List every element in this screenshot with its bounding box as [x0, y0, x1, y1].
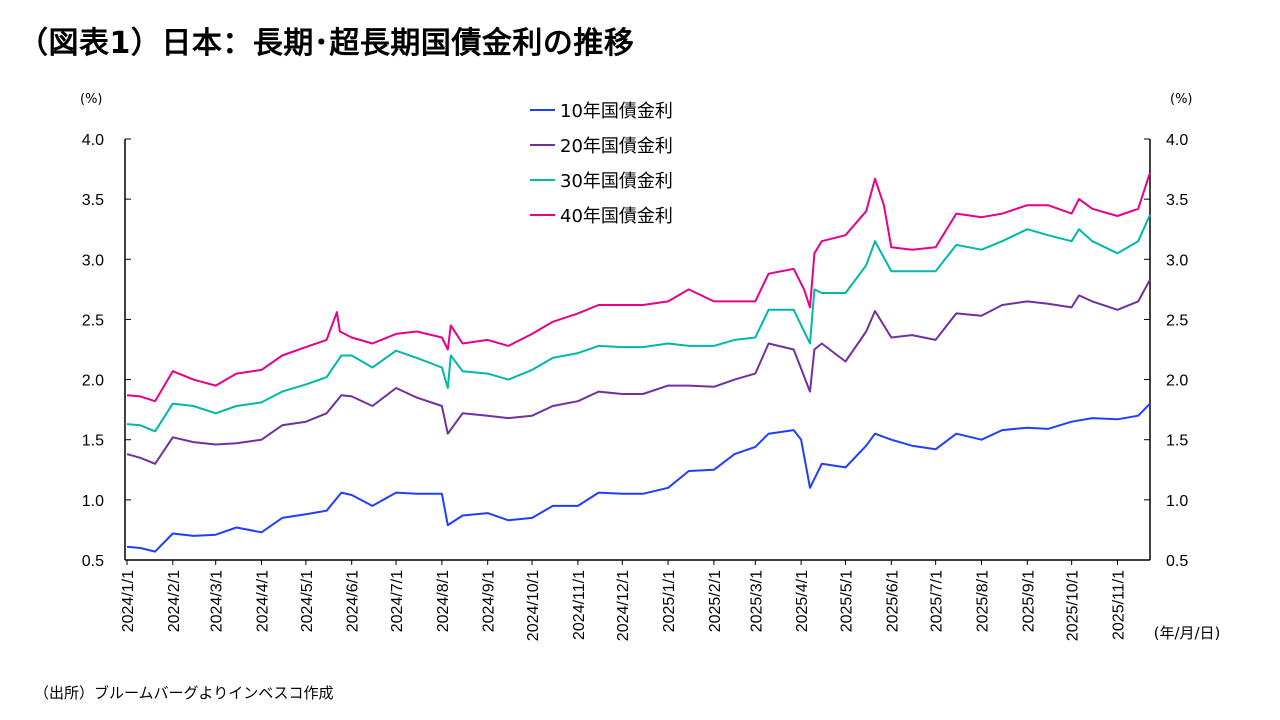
x-tick-label: 2025/8/1: [974, 570, 991, 632]
y-tick-label-left: 4.0: [82, 132, 104, 149]
x-tick-label: 2024/12/1: [615, 570, 632, 641]
y-tick-label-right: 4.0: [1166, 132, 1188, 149]
y-unit-right: (%): [1170, 92, 1193, 107]
y-tick-label-left: 0.5: [82, 553, 104, 570]
y-tick-label-right: 1.0: [1166, 493, 1188, 510]
source-note: （出所）ブルームバーグよりインベスコ作成: [34, 684, 334, 702]
series-line-2: [126, 279, 1151, 465]
x-tick-label: 2025/10/1: [1065, 570, 1082, 641]
series-line-1: [126, 402, 1151, 553]
y-tick-label-right: 3.0: [1166, 252, 1188, 269]
x-tick-label: 2024/5/1: [299, 570, 316, 632]
x-tick-label: 2024/1/1: [120, 570, 137, 632]
series-line-4: [126, 172, 1151, 403]
x-tick-label: 2024/2/1: [166, 570, 183, 632]
y-tick-label-left: 1.5: [82, 433, 104, 450]
y-tick-label-right: 2.5: [1166, 312, 1188, 329]
y-tick-label-left: 3.5: [82, 192, 104, 209]
y-tick-label-right: 0.5: [1166, 553, 1188, 570]
x-tick-label: 2024/7/1: [389, 570, 406, 632]
x-tick-label: 2024/9/1: [481, 570, 498, 632]
legend-label-2: 20年国債金利: [560, 136, 673, 157]
y-tick-label-right: 3.5: [1166, 192, 1188, 209]
y-unit-left: (%): [80, 92, 103, 107]
legend-label-4: 40年国債金利: [560, 206, 673, 227]
x-tick-label: 2024/4/1: [255, 570, 272, 632]
y-tick-label-left: 1.0: [82, 493, 104, 510]
series-line-3: [126, 214, 1151, 433]
legend-label-3: 30年国債金利: [560, 171, 673, 192]
x-tick-label: 2024/6/1: [345, 570, 362, 632]
chart-title: （図表1）日本：長期･超長期国債金利の推移: [18, 26, 635, 61]
x-tick-label: 2024/3/1: [209, 570, 226, 632]
x-tick-label: 2024/10/1: [525, 570, 542, 641]
y-tick-label-left: 3.0: [82, 252, 104, 269]
y-tick-label-right: 2.0: [1166, 373, 1188, 390]
y-tick-label-left: 2.0: [82, 373, 104, 390]
x-tick-label: 2025/5/1: [838, 570, 855, 632]
y-tick-label-right: 1.5: [1166, 433, 1188, 450]
x-tick-label: 2025/6/1: [884, 570, 901, 632]
x-tick-label: 2025/4/1: [794, 570, 811, 632]
x-tick-label: 2025/1/1: [661, 570, 678, 632]
legend-label-1: 10年国債金利: [560, 101, 673, 122]
y-tick-label-left: 2.5: [82, 312, 104, 329]
x-tick-label: 2025/3/1: [748, 570, 765, 632]
x-tick-label: 2025/2/1: [707, 570, 724, 632]
x-tick-label: 2025/11/1: [1110, 570, 1127, 640]
x-tick-label: 2025/9/1: [1020, 570, 1037, 632]
x-tick-label: 2025/7/1: [929, 570, 946, 632]
x-tick-label: 2024/8/1: [435, 570, 452, 632]
x-tick-label: 2024/11/1: [571, 570, 588, 640]
x-axis-unit: (年/月/日): [1154, 624, 1221, 642]
